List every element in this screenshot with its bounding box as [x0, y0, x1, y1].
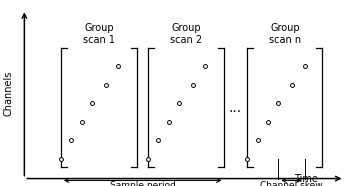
Text: Group
scan 2: Group scan 2 [170, 23, 202, 45]
Text: Channels: Channels [4, 70, 14, 116]
Text: Group
scan 1: Group scan 1 [83, 23, 115, 45]
Text: Time: Time [294, 174, 318, 184]
Text: Channel skew: Channel skew [260, 181, 323, 186]
Text: ...: ... [228, 101, 242, 115]
Text: Sample period: Sample period [110, 181, 176, 186]
Text: Group
scan n: Group scan n [269, 23, 301, 45]
